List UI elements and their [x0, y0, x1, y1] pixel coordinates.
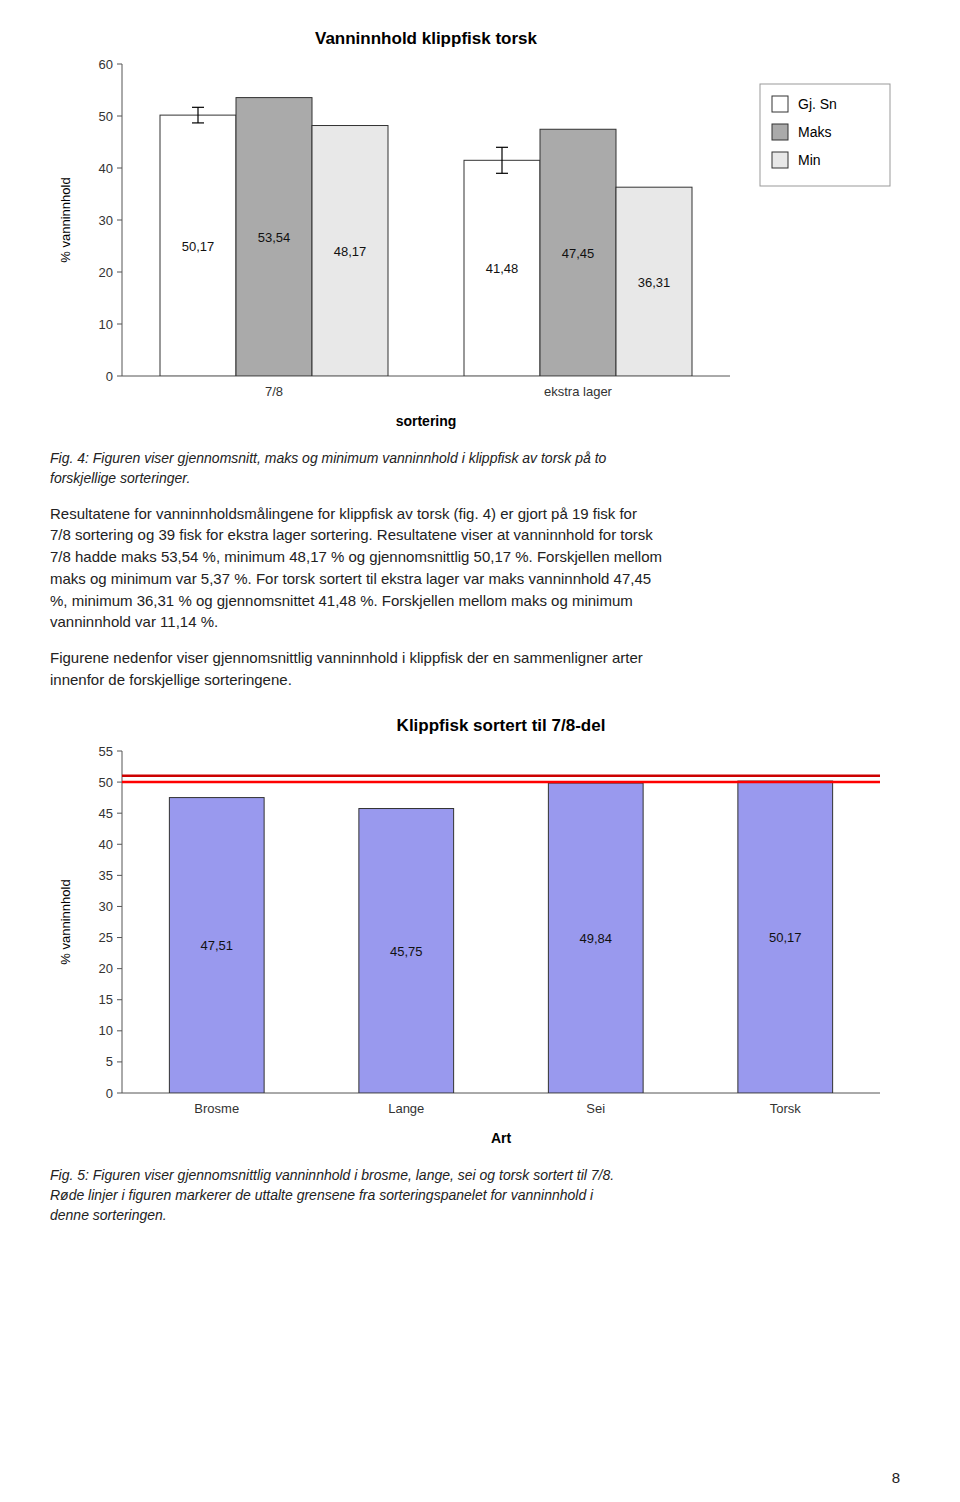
- legend-swatch: [772, 124, 788, 140]
- x-tick-label: Lange: [388, 1101, 424, 1116]
- legend-label: Maks: [798, 124, 831, 140]
- y-tick: [117, 168, 122, 169]
- bar: [738, 781, 833, 1093]
- data-label: 47,45: [562, 246, 595, 261]
- y-tick-label: 0: [106, 369, 113, 384]
- y-tick-label: 30: [99, 213, 113, 228]
- body-text: Resultatene for vanninnholdsmålingene fo…: [50, 503, 910, 634]
- data-label: 36,31: [638, 275, 671, 290]
- data-label: 49,84: [579, 931, 612, 946]
- legend: Gj. Sn Maks Min: [760, 84, 890, 186]
- y-tick-label: 50: [99, 774, 113, 789]
- y-axis: 0 5 10 15 20 25 30 35 40 45 50 55: [99, 743, 122, 1100]
- y-tick: [117, 999, 122, 1000]
- bar: [160, 115, 236, 376]
- y-tick-label: 5: [106, 1054, 113, 1069]
- y-axis-label: % vanninnhold: [58, 879, 73, 964]
- y-tick: [117, 1092, 122, 1093]
- y-tick-label: 0: [106, 1085, 113, 1100]
- y-tick-label: 55: [99, 743, 113, 758]
- x-tick-label: Sei: [586, 1101, 605, 1116]
- chart: Vanninnhold klippfisk torsk 0 10 20 30 40 50 60…: [50, 18, 910, 438]
- y-tick: [117, 781, 122, 782]
- legend-label: Gj. Sn: [798, 96, 837, 112]
- bar: [169, 797, 264, 1092]
- y-axis: 0 10 20 30 40 50 60: [99, 57, 122, 384]
- data-label: 45,75: [390, 943, 423, 958]
- legend-frame: [760, 84, 890, 186]
- x-tick-label: Brosme: [194, 1101, 239, 1116]
- bar: [312, 126, 388, 376]
- y-tick: [117, 812, 122, 813]
- legend-swatch: [772, 96, 788, 112]
- chart: Klippfisk sortert til 7/8-del 0 5 10 15 20 25 3…: [50, 705, 910, 1155]
- data-label: 48,17: [334, 244, 367, 259]
- x-tick-label: ekstra lager: [544, 384, 613, 399]
- y-tick-label: 20: [99, 961, 113, 976]
- y-tick-label: 40: [99, 161, 113, 176]
- bar: [540, 129, 616, 376]
- marks: [122, 775, 880, 1092]
- y-tick-label: 15: [99, 992, 113, 1007]
- page-number: 8: [892, 1469, 900, 1486]
- y-tick: [117, 116, 122, 117]
- page: Vanninnhold klippfisk torsk0102030405060…: [0, 0, 960, 1225]
- x-tick-label: Torsk: [770, 1101, 802, 1116]
- legend-label: Min: [798, 152, 821, 168]
- data-labels: 50,17 41,48 53,54 47,45 48,17 36,31: [182, 230, 671, 290]
- data-label: 50,17: [182, 239, 215, 254]
- y-tick-label: 10: [99, 1023, 113, 1038]
- reference-line: [122, 774, 880, 777]
- data-label: 47,51: [200, 938, 233, 953]
- y-tick-label: 20: [99, 265, 113, 280]
- y-tick: [117, 64, 122, 65]
- y-axis-label: % vanninnhold: [58, 177, 73, 262]
- legend-swatch: [772, 152, 788, 168]
- y-tick: [117, 272, 122, 273]
- data-labels: 47,51 45,75 49,84 50,17: [200, 930, 801, 959]
- y-tick-label: 35: [99, 867, 113, 882]
- body-text: Figurene nedenfor viser gjennomsnittlig …: [50, 647, 910, 691]
- y-tick: [117, 750, 122, 751]
- y-tick: [117, 220, 122, 221]
- data-label: 41,48: [486, 261, 519, 276]
- y-tick: [117, 874, 122, 875]
- bar: [464, 160, 540, 376]
- y-axis-line: [122, 751, 123, 1093]
- y-tick-label: 45: [99, 805, 113, 820]
- y-tick-label: 25: [99, 930, 113, 945]
- y-tick-label: 50: [99, 109, 113, 124]
- y-tick: [117, 324, 122, 325]
- y-tick-label: 10: [99, 317, 113, 332]
- y-tick: [117, 376, 122, 377]
- x-tick-label: 7/8: [265, 384, 283, 399]
- y-axis-line: [122, 64, 123, 376]
- y-tick: [117, 1030, 122, 1031]
- y-tick: [117, 1061, 122, 1062]
- reference-line: [122, 780, 880, 783]
- error-bar: [496, 147, 508, 173]
- y-tick: [117, 968, 122, 969]
- chart-title: Klippfisk sortert til 7/8-del: [397, 716, 606, 735]
- chart-title: Vanninnhold klippfisk torsk: [315, 29, 538, 48]
- x-axis-label: Art: [491, 1130, 512, 1146]
- data-label: 50,17: [769, 930, 802, 945]
- y-tick: [117, 843, 122, 844]
- marks: [160, 98, 692, 376]
- y-tick-label: 40: [99, 836, 113, 851]
- y-tick: [117, 937, 122, 938]
- y-tick: [117, 906, 122, 907]
- data-label: 53,54: [258, 230, 291, 245]
- bar: [236, 98, 312, 376]
- x-axis-label: sortering: [396, 413, 457, 429]
- bar: [359, 808, 454, 1092]
- y-tick-label: 30: [99, 899, 113, 914]
- error-bar: [192, 107, 204, 123]
- y-tick-label: 60: [99, 57, 113, 72]
- caption: Fig. 4: Figuren viser gjennomsnitt, maks…: [50, 448, 910, 489]
- bar: [616, 187, 692, 376]
- caption: Fig. 5: Figuren viser gjennomsnittlig va…: [50, 1165, 910, 1226]
- bar: [548, 783, 643, 1093]
